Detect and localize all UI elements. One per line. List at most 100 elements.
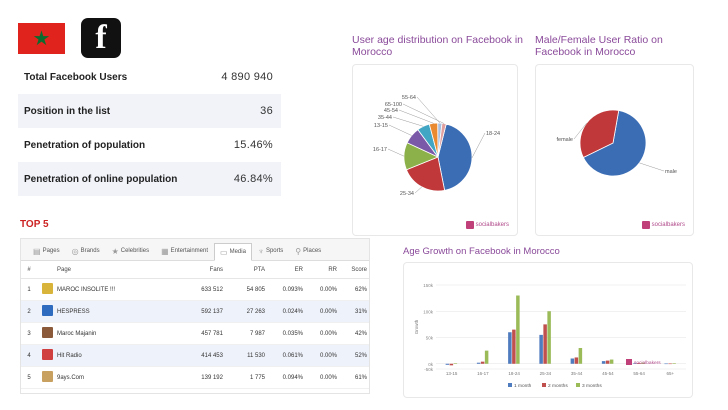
pie-leader-line bbox=[387, 148, 405, 157]
tab-entertainment[interactable]: ▦ Entertainment bbox=[155, 242, 214, 260]
growth-chart-card: -50k 0k 50k 100k 150k Growth 13-15 16-17 18-24 25… bbox=[403, 262, 693, 398]
page-name-cell[interactable]: Maroc Majanin bbox=[57, 330, 97, 337]
bar-3-months-45-54 bbox=[609, 359, 614, 364]
socialbakers-icon bbox=[465, 221, 474, 229]
pin-icon: ⚲ bbox=[295, 246, 302, 256]
x-tick-label: 13-15 bbox=[446, 371, 458, 376]
pie-label: 45-54 bbox=[384, 108, 398, 114]
tab-celebrities[interactable]: ★ Celebrities bbox=[106, 242, 156, 260]
tab-label: Entertainment bbox=[170, 248, 209, 254]
bar-2-months-55-64 bbox=[637, 362, 641, 364]
pie-label: 65-100 bbox=[385, 102, 402, 108]
bar-3-months-65+ bbox=[672, 363, 676, 364]
y-tick-label: 0k bbox=[428, 362, 434, 367]
score-cell: 61% bbox=[354, 374, 367, 381]
top5-title: TOP 5 bbox=[20, 219, 49, 230]
pages-icon: ▤ bbox=[33, 246, 41, 256]
tab-label: Media bbox=[229, 249, 246, 255]
bar-3-months-25-34 bbox=[547, 311, 551, 364]
pta-cell: 11 530 bbox=[247, 352, 265, 359]
page-thumbnail-icon bbox=[42, 327, 53, 338]
tab-label: Places bbox=[303, 248, 322, 254]
pie-slice-25-34 bbox=[405, 156, 446, 192]
rank-cell: 2 bbox=[27, 308, 31, 315]
fans-cell: 457 781 bbox=[201, 330, 223, 337]
legend-label: 1 month bbox=[514, 383, 532, 389]
rank-cell: 1 bbox=[27, 286, 31, 293]
er-cell: 0.061% bbox=[282, 352, 303, 359]
pta-cell: 1 775 bbox=[249, 374, 265, 381]
monitor-icon: ▭ bbox=[220, 247, 228, 257]
fans-cell: 633 512 bbox=[201, 286, 223, 293]
x-tick-label: 65+ bbox=[667, 371, 675, 376]
stats-panel: Total Facebook Users 4 890 940 Position … bbox=[18, 60, 281, 196]
facebook-logo-icon: f bbox=[81, 18, 121, 58]
page-icon bbox=[37, 327, 57, 340]
pie-leader-line bbox=[416, 96, 441, 124]
pie-label: 16-17 bbox=[373, 147, 387, 153]
x-tick-label: 45-54 bbox=[602, 371, 614, 376]
score-cell: 31% bbox=[354, 308, 367, 315]
page-name-cell[interactable]: MAROC INSOLITE !!! bbox=[57, 286, 116, 293]
tab-brands[interactable]: ◎ Brands bbox=[66, 242, 106, 260]
y-axis-label: Growth bbox=[414, 319, 419, 334]
table-row[interactable]: 4 Hit Radio 414 453 11 530 0.061% 0.00% 52% bbox=[21, 345, 369, 367]
facebook-letter: f bbox=[95, 19, 107, 56]
bar-3-months-16-17 bbox=[484, 350, 489, 364]
pie-slice-male bbox=[582, 110, 647, 177]
top5-table: ▤ Pages ◎ Brands ★ Celebrities ▦ Entertainme… bbox=[20, 238, 370, 394]
er-cell: 0.024% bbox=[282, 308, 303, 315]
col-fans: Fans bbox=[209, 266, 223, 273]
bar-3-months-13-15 bbox=[453, 363, 458, 364]
score-cell: 52% bbox=[354, 352, 367, 359]
page-name-cell[interactable]: 9ays.Com bbox=[57, 374, 85, 381]
y-tick-label: 100k bbox=[423, 309, 434, 314]
page-icon bbox=[37, 371, 57, 384]
legend-swatch bbox=[576, 383, 580, 387]
table-row[interactable]: 5 9ays.Com 139 192 1 775 0.094% 0.00% 61% bbox=[21, 367, 369, 389]
y-tick-label: 150k bbox=[423, 283, 434, 288]
er-cell: 0.035% bbox=[282, 330, 303, 337]
pie-label: 25-34 bbox=[400, 191, 414, 197]
gender-chart-title: Male/Female User Ratio on Facebook in Mo… bbox=[535, 34, 663, 58]
rr-cell: 0.00% bbox=[319, 330, 337, 337]
bar-1-month-13-15 bbox=[445, 363, 450, 365]
page-name-cell[interactable]: HESPRESS bbox=[57, 308, 90, 315]
age-pie-card: 18-24 25-34 16-17 13-15 35-44 45-54 55-64 65-10… bbox=[352, 64, 518, 236]
bar-1-month-45-54 bbox=[601, 361, 606, 364]
fans-cell: 139 192 bbox=[201, 374, 223, 381]
tab-label: Brands bbox=[80, 248, 100, 254]
page-icon bbox=[37, 305, 57, 318]
table-row[interactable]: 2 HESPRESS 592 137 27 263 0.024% 0.00% 31% bbox=[21, 301, 369, 323]
tab-sports[interactable]: ♆ Sports bbox=[252, 242, 289, 260]
socialbakers-logo: socialbakers bbox=[634, 360, 661, 366]
page-thumbnail-icon bbox=[42, 283, 53, 294]
er-cell: 0.093% bbox=[282, 286, 303, 293]
table-row[interactable]: 3 Maroc Majanin 457 781 7 987 0.035% 0.00% 42% bbox=[21, 323, 369, 345]
legend-swatch bbox=[542, 383, 546, 387]
col-page: Page bbox=[57, 266, 72, 273]
brand-name: socialbakers bbox=[651, 222, 685, 228]
tab-pages[interactable]: ▤ Pages bbox=[27, 242, 66, 260]
x-tick-label: 18-24 bbox=[508, 371, 520, 376]
bar-2-months-16-17 bbox=[480, 361, 485, 364]
rank-cell: 4 bbox=[27, 352, 31, 359]
tab-label: Celebrities bbox=[120, 248, 150, 254]
category-tabs: ▤ Pages ◎ Brands ★ Celebrities ▦ Entertainme… bbox=[21, 239, 369, 261]
bar-3-months-55-64 bbox=[641, 362, 645, 364]
bar-2-months-18-24 bbox=[512, 329, 516, 364]
score-cell: 42% bbox=[354, 330, 367, 337]
page-name-cell[interactable]: Hit Radio bbox=[57, 352, 82, 359]
tab-media[interactable]: ▭ Media bbox=[214, 243, 252, 261]
rr-cell: 0.00% bbox=[319, 286, 337, 293]
bar-3-months-35-44 bbox=[578, 348, 583, 364]
brand-name: socialbakers bbox=[475, 222, 509, 228]
morocco-flag-icon: ★ bbox=[18, 23, 65, 54]
rr-cell: 0.00% bbox=[319, 308, 337, 315]
tab-places[interactable]: ⚲ Places bbox=[289, 242, 327, 260]
col-pta: PTA bbox=[253, 266, 265, 273]
age-chart-title: User age distribution on Facebook in Mor… bbox=[352, 34, 524, 58]
table-row[interactable]: 1 MAROC INSOLITE !!! 633 512 54 805 0.093% 0.… bbox=[21, 279, 369, 301]
pie-leader-line bbox=[414, 186, 422, 194]
bar-3-months-18-24 bbox=[516, 295, 520, 364]
